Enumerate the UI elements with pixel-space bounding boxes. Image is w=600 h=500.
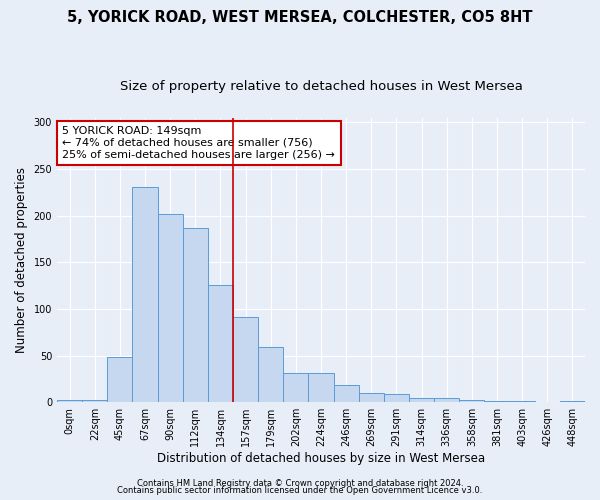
- Bar: [258, 347, 283, 402]
- Bar: [133, 187, 158, 402]
- Bar: [208, 284, 233, 402]
- Text: 5, YORICK ROAD, WEST MERSEA, COLCHESTER, CO5 8HT: 5, YORICK ROAD, WEST MERSEA, COLCHESTER,…: [67, 10, 533, 25]
- Bar: [334, 386, 359, 402]
- Bar: [308, 374, 334, 402]
- Bar: [158, 214, 183, 402]
- Text: Contains public sector information licensed under the Open Government Licence v3: Contains public sector information licen…: [118, 486, 482, 495]
- Bar: [283, 374, 308, 402]
- Y-axis label: Number of detached properties: Number of detached properties: [15, 167, 28, 353]
- Bar: [434, 398, 459, 402]
- Title: Size of property relative to detached houses in West Mersea: Size of property relative to detached ho…: [119, 80, 523, 93]
- Bar: [82, 400, 107, 402]
- Bar: [233, 318, 258, 402]
- X-axis label: Distribution of detached houses by size in West Mersea: Distribution of detached houses by size …: [157, 452, 485, 465]
- Bar: [107, 356, 133, 402]
- Bar: [359, 393, 384, 402]
- Bar: [459, 400, 484, 402]
- Bar: [57, 400, 82, 402]
- Bar: [384, 394, 409, 402]
- Bar: [183, 228, 208, 402]
- Text: Contains HM Land Registry data © Crown copyright and database right 2024.: Contains HM Land Registry data © Crown c…: [137, 478, 463, 488]
- Text: 5 YORICK ROAD: 149sqm
← 74% of detached houses are smaller (756)
25% of semi-det: 5 YORICK ROAD: 149sqm ← 74% of detached …: [62, 126, 335, 160]
- Bar: [409, 398, 434, 402]
